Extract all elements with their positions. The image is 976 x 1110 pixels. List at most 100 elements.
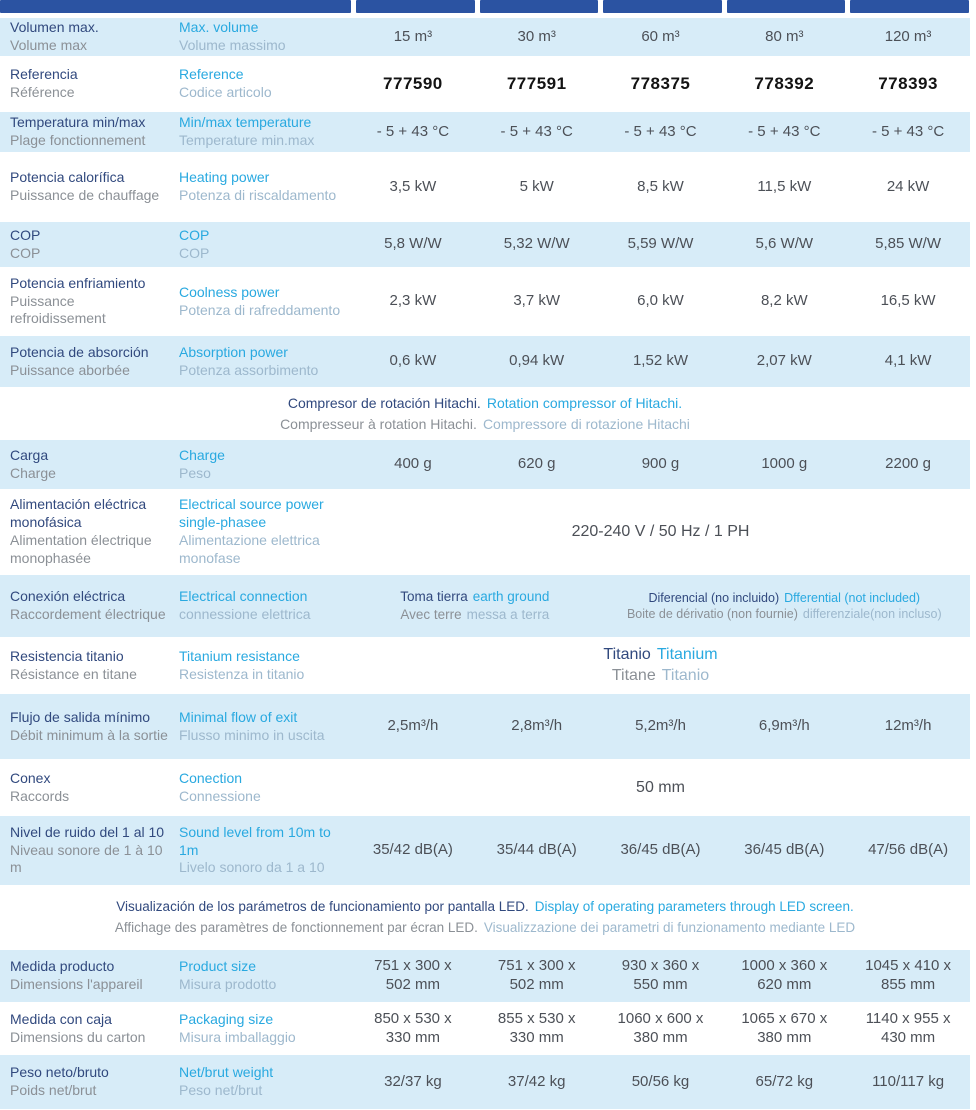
label-es: Volumen max. <box>10 19 99 36</box>
label-cell: Temperatura min/max Plage fonctionnement <box>0 114 172 150</box>
values: 0,6 kW 0,94 kW 1,52 kW 2,07 kW 4,1 kW <box>351 336 970 387</box>
value-cell: 1060 x 600 x 380 mm <box>617 1009 704 1046</box>
titanium-line-2: Titane Titanio <box>351 666 970 687</box>
row-max-volume: Volumen max. Volume max Max. volume Volu… <box>0 18 970 56</box>
label-es: Resistencia titanio <box>10 647 124 664</box>
value-cell: 16,5 kW <box>880 292 936 310</box>
label-en: Min/max temperature <box>179 114 312 131</box>
values: 777590 777591 778375 778392 778393 <box>351 56 970 112</box>
value-cell: 2,07 kW <box>756 352 812 370</box>
label-en: Heating power <box>179 169 270 186</box>
label-en: Product size <box>179 958 257 975</box>
row-connections: Conex Raccords Conection Connessione 50 … <box>0 759 970 816</box>
label-cell: Resistencia titanio Résistance en titane <box>0 648 172 684</box>
label-fr: Volume max <box>10 37 88 53</box>
label-it: Volume massimo <box>179 37 286 53</box>
value-cell: 620 g <box>517 455 556 473</box>
value-cell: 120 m³ <box>884 27 932 45</box>
label-es: Carga <box>10 446 49 463</box>
label-cell: Product size Misura prodotto <box>172 958 351 994</box>
label-es: Conex <box>10 769 51 786</box>
label-cell: Medida producto Dimensions l'appareil <box>0 958 172 994</box>
label-es: Referencia <box>10 66 78 83</box>
row-product-size: Medida producto Dimensions l'appareil Pr… <box>0 950 970 1002</box>
header-segment-col4 <box>726 0 846 13</box>
differential-fr: Boite de dérivatio (non fournie) <box>626 607 798 621</box>
label-cell: Potencia enfriamiento Puissance refroidi… <box>0 275 172 329</box>
value-cell: 1045 x 410 x 855 mm <box>865 957 952 993</box>
header-segment-labels <box>0 0 351 13</box>
value-cell: 5,6 W/W <box>755 235 814 253</box>
row-absorption-power: Potencia de absorción Puissance aborbée … <box>0 336 970 387</box>
label-fr: Référence <box>10 84 75 100</box>
note-line-2: Compresseur à rotation Hitachi. Compresso… <box>0 414 970 435</box>
values: 35/42 dB(A) 35/44 dB(A) 36/45 dB(A) 36/4… <box>351 816 970 885</box>
note-fr: Compresseur à rotation Hitachi. <box>280 415 477 432</box>
label-es: Peso neto/bruto <box>10 1064 109 1081</box>
connection-values: Toma tierra earth ground Avec terre messa … <box>351 588 970 623</box>
label-fr: Plage fonctionnement <box>10 132 146 148</box>
row-net-gross-weight: Peso neto/bruto Poids net/brut Net/brut … <box>0 1055 970 1109</box>
values: 2,5m³/h 2,8m³/h 5,2m³/h 6,9m³/h 12m³/h <box>351 694 970 759</box>
value-cell: 37/42 kg <box>507 1072 566 1090</box>
values: 400 g 620 g 900 g 1000 g 2200 g <box>351 440 970 489</box>
titanium-es: Titanio <box>603 645 651 663</box>
ground-it: messa a terra <box>466 607 550 622</box>
titanium-it: Titanio <box>661 666 710 684</box>
value-cell: 30 m³ <box>517 27 556 45</box>
label-fr: Charge <box>10 464 56 481</box>
label-en: Max. volume <box>179 19 259 36</box>
label-en: COP <box>179 226 210 243</box>
label-fr: COP <box>10 244 41 261</box>
earth-ground-block: Toma tierra earth ground Avec terre messa … <box>351 588 599 623</box>
label-it: Livelo sonoro da 1 a 10 <box>179 859 325 876</box>
value-cell: 930 x 360 x 550 mm <box>621 957 700 993</box>
label-it: connessione elettrica <box>179 606 311 622</box>
label-es: COP <box>10 226 41 243</box>
label-it: COP <box>179 244 210 261</box>
label-fr: Raccords <box>10 787 70 804</box>
value-cell: 5,85 W/W <box>875 235 942 253</box>
value-cell: - 5 + 43 °C <box>376 122 450 140</box>
titanium-fr: Titane <box>611 666 656 684</box>
value-cell: 2,3 kW <box>389 292 437 310</box>
label-fr: Puissance de chauffage <box>10 187 160 203</box>
value-cell: 15 m³ <box>393 27 433 45</box>
label-es: Medida con caja <box>10 1010 112 1027</box>
value-cell: 4,1 kW <box>884 352 932 370</box>
value-cell: 0,94 kW <box>509 352 565 370</box>
header-segment-col1 <box>356 0 475 13</box>
label-es: Potencia de absorción <box>10 343 149 360</box>
label-cell: Titanium resistance Resistenza in titani… <box>172 648 351 684</box>
label-es: Potencia enfriamiento <box>10 274 146 291</box>
header-segment-col5 <box>850 0 969 13</box>
value-cell: 36/45 dB(A) <box>620 841 701 859</box>
label-cell: Nivel de ruido del 1 al 10 Niveau sonore… <box>0 824 172 878</box>
label-cell: Coolness power Potenza di rafreddamento <box>172 284 351 320</box>
value-cell: - 5 + 43 °C <box>871 122 945 140</box>
label-cell: Potencia de absorción Puissance aborbée <box>0 344 172 380</box>
value-cell: 900 g <box>641 455 680 473</box>
note-es: Visualización de los parámetros de funci… <box>116 899 529 915</box>
label-cell: Max. volume Volume massimo <box>172 19 351 55</box>
value-cell: 751 x 300 x 502 mm <box>374 957 452 993</box>
label-fr: Alimentation électrique monophasée <box>10 532 152 566</box>
differential-en: Dfferential (not included) <box>784 590 921 605</box>
ground-line-2: Avec terre messa a terra <box>351 606 599 624</box>
label-cell: Sound level from 10m to 1m Livelo sonoro… <box>172 824 351 878</box>
connections-value: 50 mm <box>636 778 685 796</box>
values: 850 x 530 x 330 mm 855 x 530 x 330 mm 10… <box>351 1002 970 1055</box>
value-cell: 1140 x 955 x 430 mm <box>865 1009 951 1046</box>
value-cell: 8,5 kW <box>637 177 684 195</box>
label-cell: Min/max temperature Temperature min.max <box>172 114 351 150</box>
label-en: Packaging size <box>179 1010 274 1027</box>
label-it: Peso net/brut <box>179 1082 263 1098</box>
label-fr: Puissance refroidissement <box>10 292 106 327</box>
value-cell: 110/117 kg <box>872 1072 945 1090</box>
power-supply-value: 220-240 V / 50 Hz / 1 PH <box>571 523 750 540</box>
label-fr: Débit minimum à la sortie <box>10 726 168 743</box>
value-cell: 1000 x 360 x 620 mm <box>741 957 828 993</box>
values: 2,3 kW 3,7 kW 6,0 kW 8,2 kW 16,5 kW <box>351 267 970 336</box>
value-cell: 850 x 530 x 330 mm <box>374 1009 452 1046</box>
titanium-en: Titanium <box>656 645 718 663</box>
